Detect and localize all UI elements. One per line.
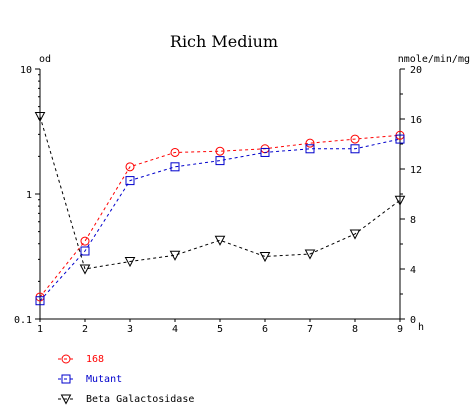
series-line bbox=[39, 116, 401, 270]
data-point bbox=[79, 264, 91, 275]
data-point bbox=[349, 229, 361, 240]
data-point bbox=[80, 246, 90, 256]
y-right-tick-label: 16 bbox=[410, 115, 422, 126]
x-tick-label: 3 bbox=[127, 324, 133, 335]
data-point bbox=[350, 144, 360, 154]
legend-item: Beta Galactosidase bbox=[58, 394, 194, 405]
data-point bbox=[350, 134, 360, 144]
data-point bbox=[170, 162, 180, 172]
legend-item: Mutant bbox=[58, 374, 122, 385]
x-tick-label: 7 bbox=[307, 324, 313, 335]
series-layer bbox=[34, 112, 406, 306]
data-point bbox=[394, 195, 406, 206]
legend-label: Mutant bbox=[86, 374, 122, 385]
x-tick-label: 8 bbox=[352, 324, 358, 335]
data-point bbox=[214, 235, 226, 246]
legend-marker bbox=[61, 374, 71, 384]
legend-label: Beta Galactosidase bbox=[86, 394, 194, 405]
series-2 bbox=[34, 112, 406, 275]
data-point bbox=[305, 144, 315, 154]
x-tick-label: 1 bbox=[37, 324, 43, 335]
x-tick-label: 9 bbox=[397, 324, 403, 335]
data-point bbox=[169, 250, 181, 261]
data-point bbox=[215, 156, 225, 166]
data-point bbox=[304, 249, 316, 260]
x-tick-label: 5 bbox=[217, 324, 223, 335]
y-left-axis-label: od bbox=[39, 54, 51, 65]
data-point bbox=[215, 146, 225, 156]
y-right-tick-label: 20 bbox=[410, 65, 422, 76]
data-point bbox=[125, 176, 135, 186]
data-point bbox=[34, 112, 46, 123]
data-point bbox=[125, 162, 135, 172]
legend-marker bbox=[61, 354, 71, 364]
y-right-axis-label: nmole/min/mg bbox=[398, 54, 470, 65]
series-0 bbox=[35, 130, 405, 302]
y-right-tick-label: 4 bbox=[410, 265, 416, 276]
legend-marker bbox=[60, 394, 72, 405]
series-line bbox=[39, 134, 401, 298]
legend-label: 168 bbox=[86, 354, 104, 365]
legend: 168 Mutant Beta Galactosidase bbox=[58, 354, 194, 405]
x-tick-label: 4 bbox=[172, 324, 178, 335]
data-point bbox=[170, 147, 180, 157]
x-tick-label: 2 bbox=[82, 324, 88, 335]
y-left-tick-label: 0.1 bbox=[14, 315, 32, 326]
series-line bbox=[39, 138, 401, 302]
y-left-tick-label: 10 bbox=[20, 65, 32, 76]
data-point bbox=[395, 134, 405, 144]
data-point bbox=[124, 257, 136, 268]
y-right-tick-label: 0 bbox=[410, 315, 416, 326]
x-tick-label: 6 bbox=[262, 324, 268, 335]
data-point bbox=[305, 138, 315, 148]
data-point bbox=[260, 147, 270, 157]
y-left-tick-label: 1 bbox=[26, 190, 32, 201]
data-point bbox=[259, 252, 271, 263]
chart-title: Rich Medium bbox=[170, 32, 278, 51]
legend-item: 168 bbox=[58, 354, 104, 365]
y-right-tick-label: 8 bbox=[410, 215, 416, 226]
y-right-tick-label: 12 bbox=[410, 165, 422, 176]
series-1 bbox=[35, 134, 405, 306]
x-axis-label: h bbox=[418, 322, 424, 333]
data-point bbox=[35, 296, 45, 306]
data-point bbox=[80, 236, 90, 246]
